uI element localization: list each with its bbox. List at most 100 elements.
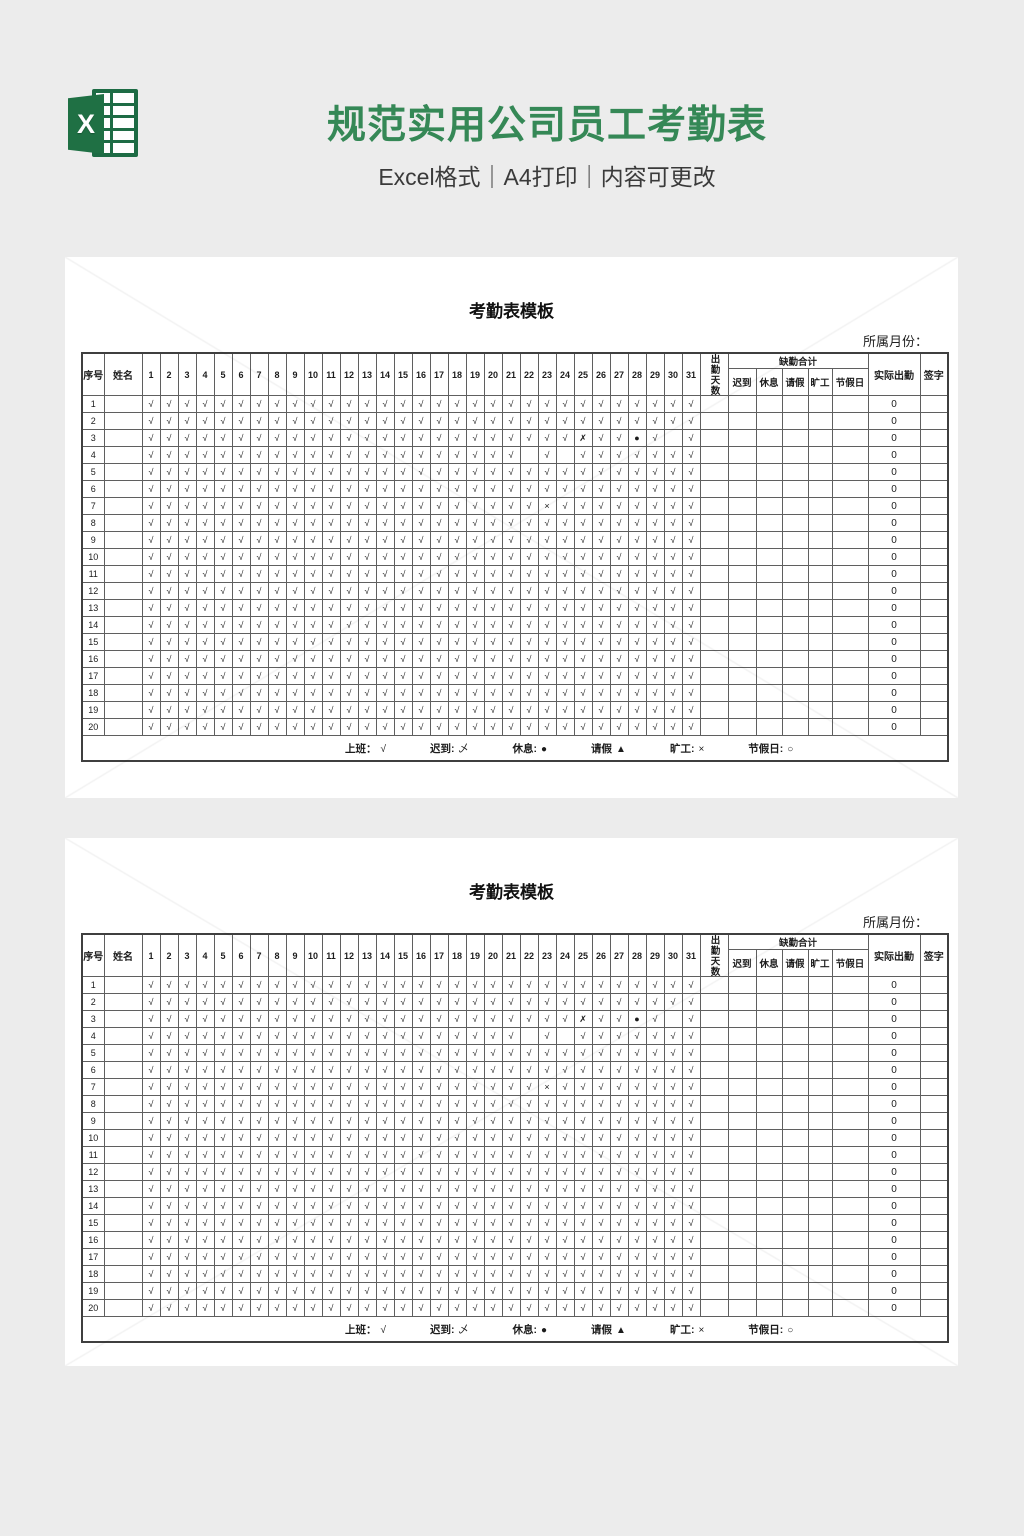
day-mark-cell: √	[357, 701, 377, 719]
name-cell	[103, 616, 143, 634]
day-mark-cell: √	[573, 718, 593, 736]
day-column-header: 26	[591, 352, 611, 396]
signature-cell	[919, 616, 949, 634]
row-index-cell: 15	[81, 1214, 105, 1232]
day-mark-cell: √	[177, 1078, 197, 1096]
day-mark-cell: √	[159, 701, 179, 719]
day-mark-cell: √	[231, 599, 251, 617]
day-mark-cell: √	[609, 1214, 629, 1232]
day-mark-cell: √	[447, 633, 467, 651]
month-label: 所属月份：	[862, 334, 928, 349]
day-mark-cell: √	[213, 1027, 233, 1045]
day-mark-cell: √	[195, 1061, 215, 1079]
day-mark-cell: √	[609, 531, 629, 549]
day-mark-cell: √	[195, 497, 215, 515]
day-mark-cell: √	[195, 616, 215, 634]
day-mark-cell: √	[519, 616, 539, 634]
day-column-header: 3	[177, 933, 197, 977]
actual-attendance-cell: 0	[867, 497, 921, 515]
day-mark-cell: √	[627, 582, 647, 600]
day-mark-cell: √	[681, 1146, 701, 1164]
day-mark-cell: √	[483, 463, 503, 481]
day-mark-cell: √	[537, 1095, 557, 1113]
day-mark-cell: √	[555, 480, 575, 498]
absence-count-cell	[755, 565, 783, 583]
attendance-days-cell	[699, 684, 729, 702]
legend-item: 迟到: 乄	[430, 1324, 469, 1336]
day-mark-cell: √	[501, 1095, 521, 1113]
day-mark-cell: √	[177, 1146, 197, 1164]
day-mark-cell: √	[447, 395, 467, 413]
day-mark-cell: √	[141, 1010, 161, 1028]
absence-count-cell	[831, 480, 869, 498]
day-mark-cell: √	[141, 412, 161, 430]
attendance-row: 13 √ √ √ √ √ √ √ √ √ √ √ √ √ √ √ √ √ √ √ √ √ √ √ √ √ √ √ √ √ √ √ 0	[81, 599, 949, 617]
day-mark-cell: √	[627, 1299, 647, 1317]
day-mark-cell: √	[591, 1282, 611, 1300]
day-mark-cell: √	[393, 993, 413, 1011]
day-mark-cell: √	[483, 1095, 503, 1113]
day-mark-cell: √	[195, 1231, 215, 1249]
day-mark-cell: √	[213, 701, 233, 719]
day-mark-cell: √	[447, 1129, 467, 1147]
day-column-header: 28	[627, 933, 647, 977]
day-mark-cell: √	[573, 1129, 593, 1147]
absence-count-cell	[807, 514, 833, 532]
day-mark-cell: √	[231, 497, 251, 515]
day-mark-cell: √	[411, 1299, 431, 1317]
day-mark-cell: √	[429, 1180, 449, 1198]
day-mark-cell: √	[411, 1061, 431, 1079]
day-mark-cell: √	[591, 446, 611, 464]
sheet-title: 考勤表模板	[469, 302, 554, 321]
day-mark-cell: √	[501, 463, 521, 481]
day-mark-cell: √	[645, 446, 665, 464]
day-mark-cell: √	[555, 667, 575, 685]
day-mark-cell: √	[213, 599, 233, 617]
absence-count-cell	[727, 446, 757, 464]
day-mark-cell: √	[681, 701, 701, 719]
day-mark-cell: √	[663, 1129, 683, 1147]
day-mark-cell: √	[627, 599, 647, 617]
day-mark-cell: √	[429, 1282, 449, 1300]
day-mark-cell: √	[231, 1112, 251, 1130]
row-index-cell: 18	[81, 1265, 105, 1283]
name-cell	[103, 1180, 143, 1198]
day-mark-cell: √	[465, 531, 485, 549]
day-mark-cell: √	[195, 1197, 215, 1215]
day-mark-cell: √	[429, 463, 449, 481]
day-column-header: 13	[357, 933, 377, 977]
day-mark-cell: √	[555, 1112, 575, 1130]
name-cell	[103, 1010, 143, 1028]
day-mark-cell: √	[411, 446, 431, 464]
day-mark-cell: √	[339, 1078, 359, 1096]
day-mark-cell: √	[177, 718, 197, 736]
day-mark-cell: √	[285, 1095, 305, 1113]
day-mark-cell: √	[159, 480, 179, 498]
day-mark-cell: √	[609, 1231, 629, 1249]
page-subtitle: Excel格式｜A4打印｜内容可更改	[378, 164, 716, 190]
day-column-header: 11	[321, 933, 341, 977]
absence-count-cell	[807, 1282, 833, 1300]
absence-count-cell	[781, 548, 809, 566]
day-mark-cell: √	[573, 1180, 593, 1198]
day-mark-cell: √	[375, 718, 395, 736]
absence-count-cell	[727, 1095, 757, 1113]
absence-subheader-row: 迟到 休息 请假 旷工 节假日	[82, 949, 948, 977]
day-mark-cell: √	[555, 429, 575, 447]
day-mark-cell: √	[285, 1214, 305, 1232]
day-mark-cell: √	[537, 684, 557, 702]
day-mark-cell: √	[483, 1299, 503, 1317]
day-mark-cell: √	[267, 1095, 287, 1113]
day-mark-cell: √	[447, 531, 467, 549]
day-mark-cell: √	[303, 1112, 323, 1130]
day-mark-cell: √	[483, 650, 503, 668]
day-mark-cell: √	[141, 1282, 161, 1300]
day-mark-cell: √	[411, 1010, 431, 1028]
day-mark-cell: √	[663, 1163, 683, 1181]
day-mark-cell: √	[375, 1061, 395, 1079]
absence-count-cell	[807, 976, 833, 994]
day-mark-cell: √	[141, 1027, 161, 1045]
absence-count-cell	[807, 633, 833, 651]
day-mark-cell: √	[411, 497, 431, 515]
day-mark-cell: √	[465, 684, 485, 702]
